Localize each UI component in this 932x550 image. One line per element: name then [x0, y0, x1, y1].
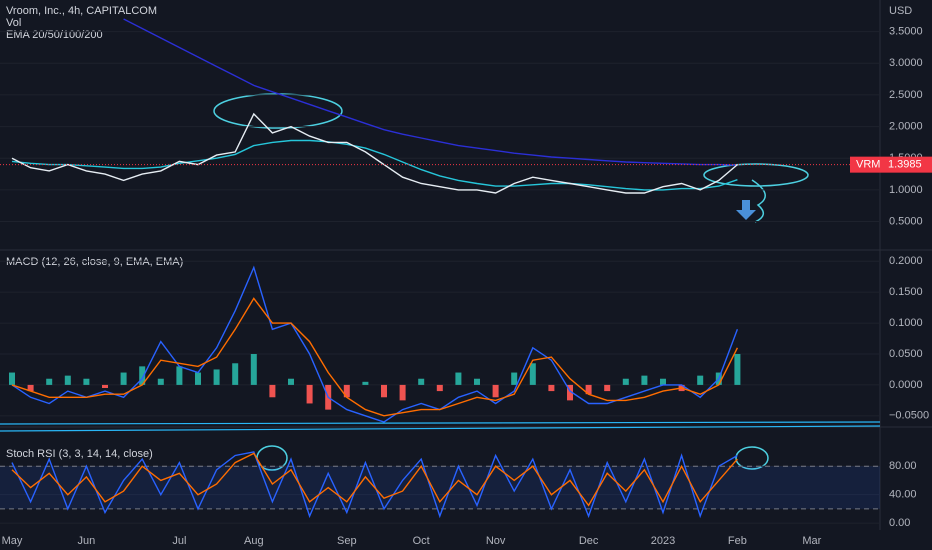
last-price-tag	[850, 156, 932, 173]
histogram-bar	[381, 384, 387, 398]
chart-title: Vroom, Inc., 4h, CAPITALCOM	[6, 5, 157, 17]
x-tick-label: Jun	[78, 535, 96, 547]
series-line	[11, 297, 739, 417]
drawing-line	[0, 425, 881, 432]
histogram-bar	[474, 378, 480, 385]
y-tick-label: 0.0000	[889, 379, 923, 391]
series-line	[123, 18, 738, 166]
histogram-bar	[399, 384, 406, 401]
histogram-bar	[46, 378, 53, 385]
histogram-bar	[288, 378, 294, 385]
histogram-bar	[139, 366, 146, 385]
histogram-bar	[604, 384, 611, 392]
y-tick-label: 0.1500	[889, 286, 923, 298]
histogram-bar	[362, 381, 369, 385]
histogram-bar	[250, 354, 257, 385]
x-tick-label: Jul	[172, 535, 186, 547]
histogram-bar	[306, 384, 313, 404]
last-price-label: 1.3985	[888, 159, 922, 171]
x-tick-label: Sep	[337, 535, 357, 547]
y-tick-label: −0.0500	[889, 410, 929, 422]
histogram-bar	[697, 375, 704, 385]
histogram-bar	[232, 363, 239, 385]
x-tick-label: 2023	[651, 535, 675, 547]
macd-title: MACD (12, 26, close, 9, EMA, EMA)	[6, 256, 183, 268]
symbol-label: VRM	[856, 159, 880, 171]
histogram-bar	[83, 378, 90, 385]
histogram-bar	[455, 372, 462, 385]
x-tick-label: Oct	[413, 535, 430, 547]
histogram-bar	[418, 378, 425, 385]
volume-label: Vol	[6, 17, 21, 29]
x-tick-label: Nov	[486, 535, 506, 547]
y-tick-label: 80.00	[889, 460, 917, 472]
x-tick-label: Dec	[579, 535, 599, 547]
histogram-bar	[120, 372, 127, 385]
histogram-bar	[9, 372, 15, 385]
y-tick-label: 0.0500	[889, 348, 923, 360]
indicator-label: EMA 20/50/100/200	[6, 29, 103, 41]
histogram-bar	[436, 384, 443, 392]
series-line	[11, 139, 738, 191]
y-tick-label: 40.00	[889, 489, 917, 501]
histogram-bar	[622, 378, 629, 385]
annotation-ellipse	[703, 163, 809, 187]
histogram-bar	[660, 378, 666, 385]
histogram-bar	[641, 375, 648, 385]
x-tick-label: Aug	[244, 535, 264, 547]
annotation-curve	[751, 179, 766, 223]
histogram-bar	[492, 384, 499, 398]
histogram-bar	[269, 384, 276, 398]
y-tick-label: 0.1000	[889, 317, 923, 329]
y-tick-label: 1.0000	[889, 184, 923, 196]
histogram-bar	[213, 369, 220, 385]
series-line	[11, 452, 738, 507]
currency-label: USD	[889, 5, 912, 17]
y-tick-label: 0.00	[889, 517, 910, 529]
x-tick-label: Feb	[728, 535, 747, 547]
histogram-bar	[585, 384, 592, 395]
histogram-bar	[102, 384, 108, 388]
y-tick-label: 3.5000	[889, 26, 923, 38]
drawing-line	[0, 421, 881, 425]
histogram-bar	[195, 372, 201, 385]
histogram-bar	[343, 384, 350, 398]
annotation-arrow	[736, 200, 756, 220]
histogram-bar	[157, 378, 164, 385]
histogram-bar	[734, 354, 741, 385]
y-tick-label: 0.2000	[889, 255, 923, 267]
x-tick-label: May	[2, 535, 23, 547]
stoch-title: Stoch RSI (3, 3, 14, 14, close)	[6, 448, 153, 460]
histogram-bar	[511, 372, 518, 385]
y-tick-label: 0.5000	[889, 215, 923, 227]
histogram-bar	[529, 363, 536, 385]
y-tick-label: 3.0000	[889, 57, 923, 69]
annotation-ellipse	[735, 446, 769, 470]
histogram-bar	[567, 384, 573, 401]
histogram-bar	[27, 384, 34, 392]
series-line	[11, 112, 738, 194]
x-tick-label: Mar	[802, 535, 821, 547]
histogram-bar	[548, 384, 555, 392]
histogram-bar	[64, 375, 71, 385]
y-tick-label: 2.5000	[889, 89, 923, 101]
y-tick-label: 2.0000	[889, 120, 923, 132]
histogram-bar	[176, 366, 183, 385]
